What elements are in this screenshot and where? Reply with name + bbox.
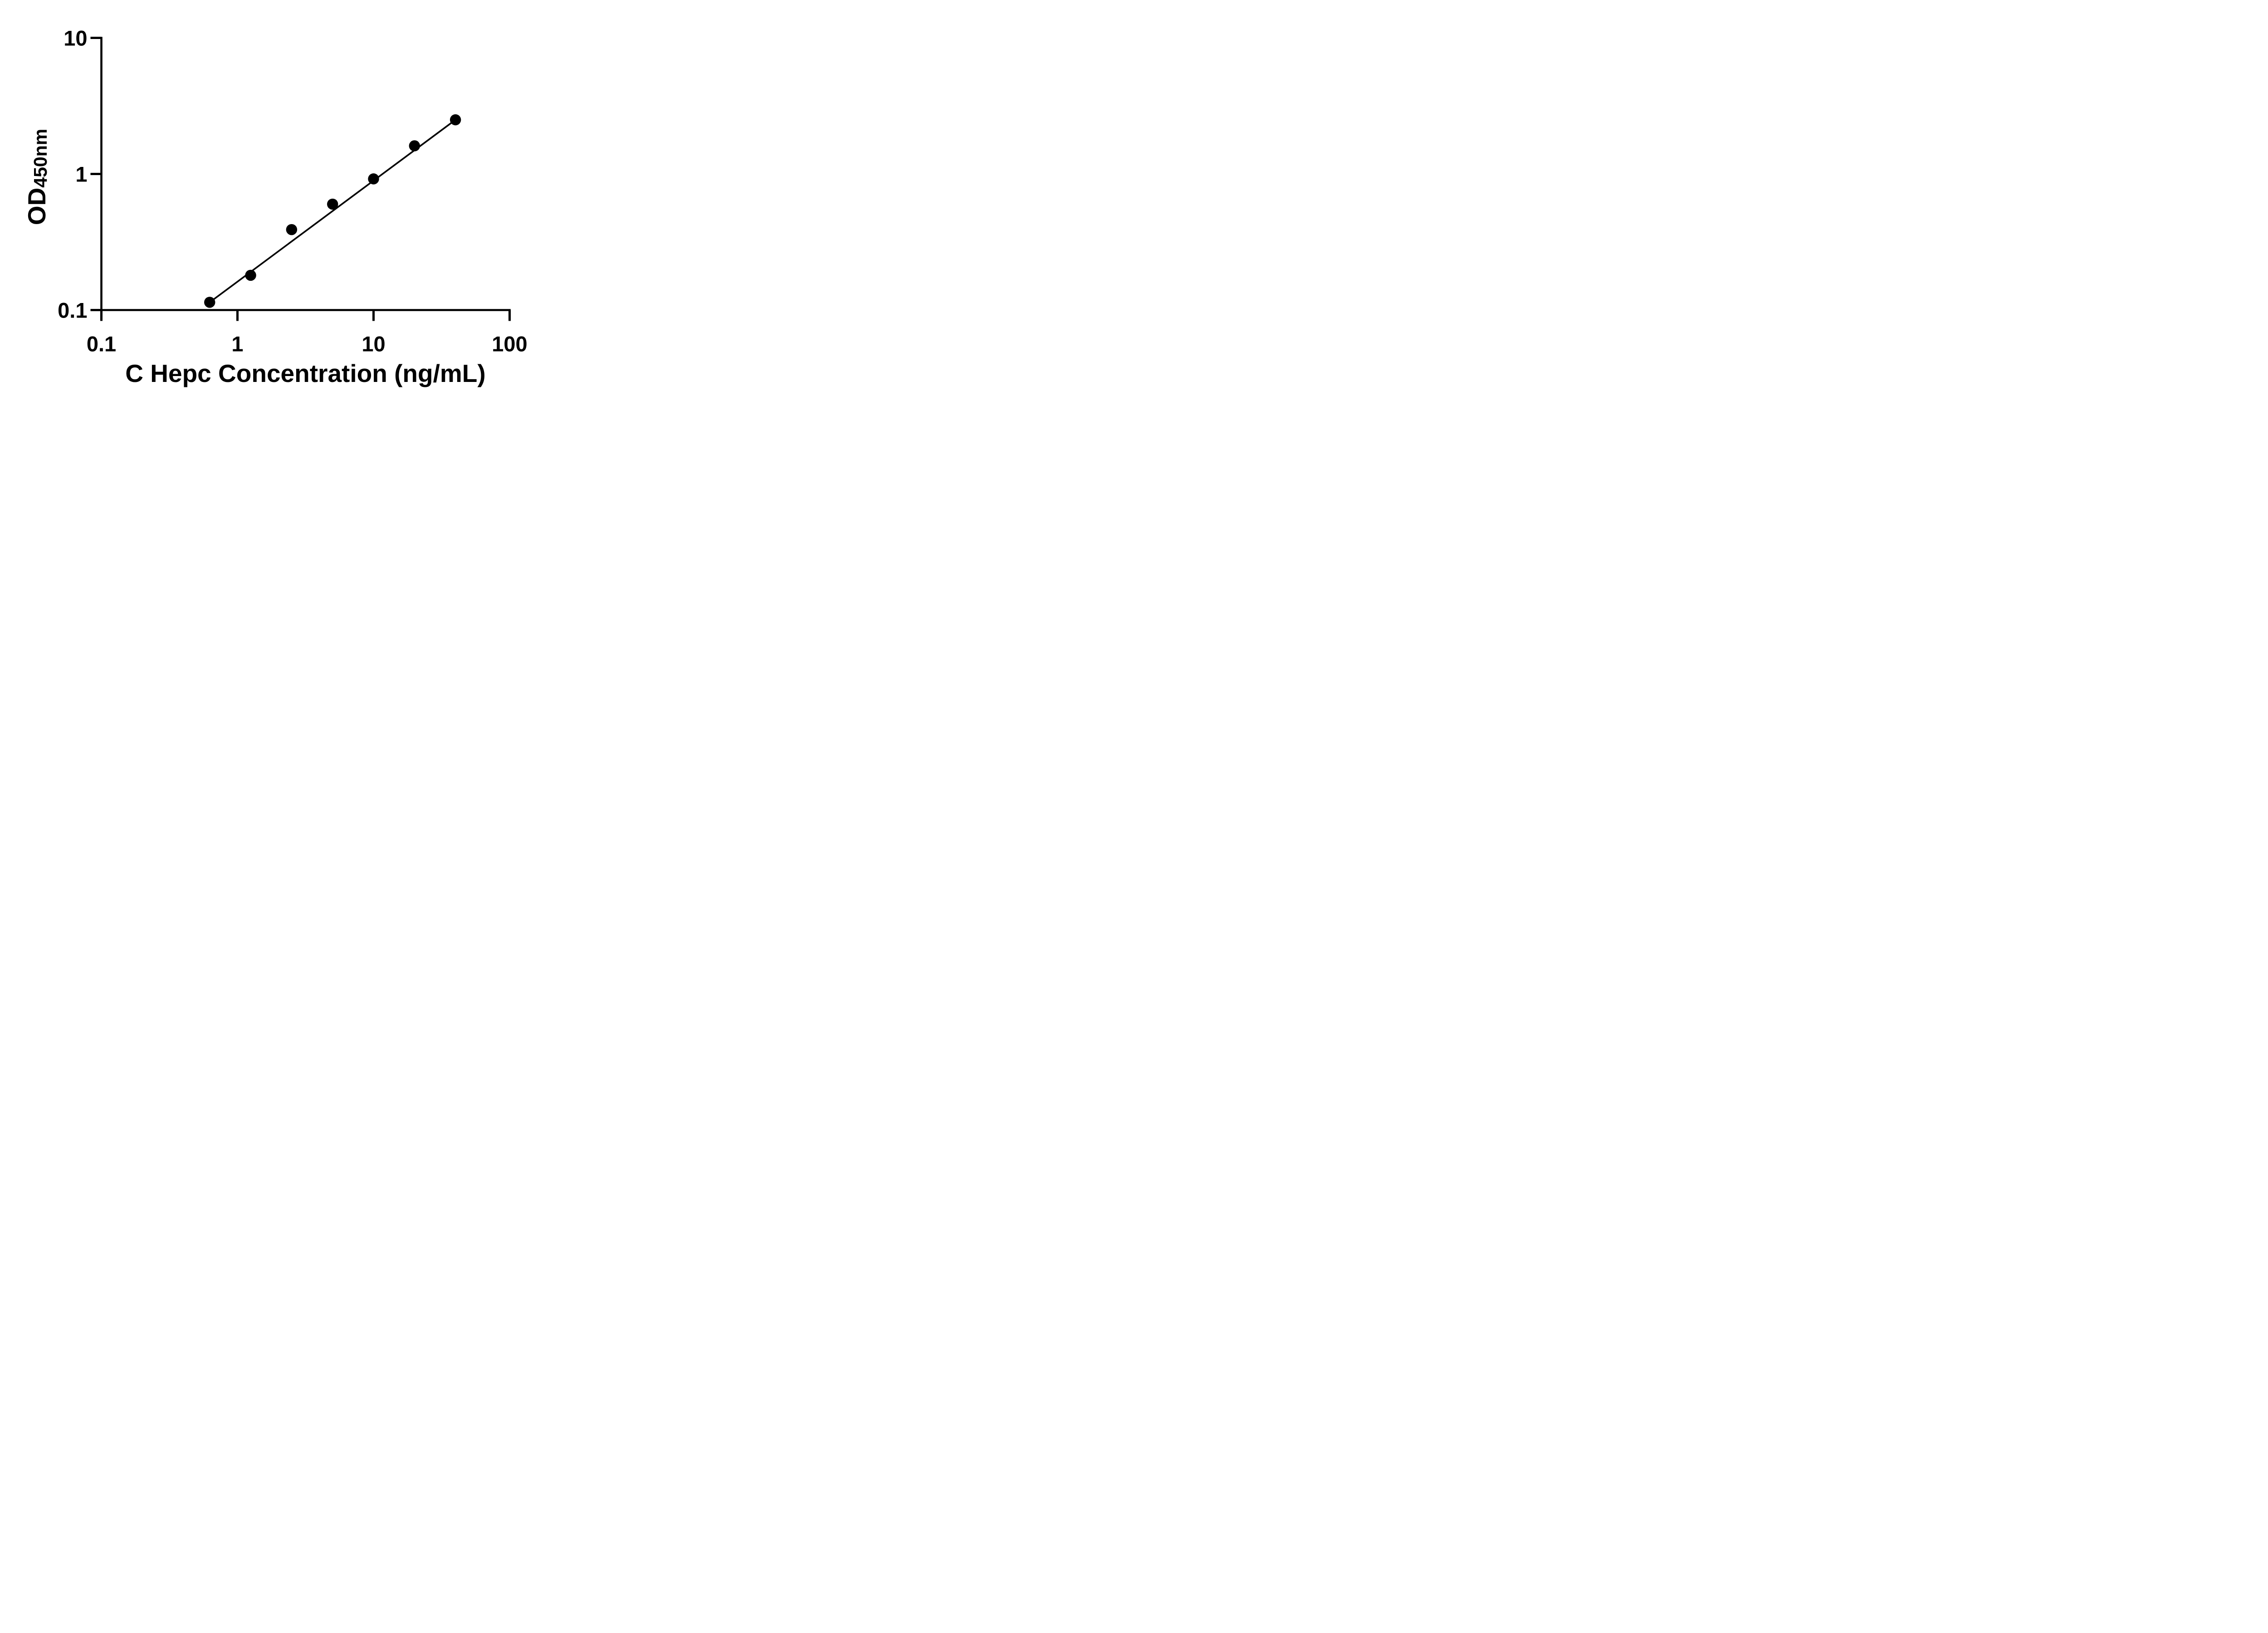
x-tick-label: 1 bbox=[231, 332, 243, 356]
standard-curve-chart: 0.1 1 10 100 0.1 1 10 C Hepc Concentration (ng… bbox=[23, 26, 528, 387]
y-tick-label: 1 bbox=[75, 162, 87, 186]
x-tick-label: 100 bbox=[492, 332, 527, 356]
plot-area: 0.1 1 10 100 0.1 1 10 bbox=[58, 26, 528, 356]
y-axis-title: OD450nm bbox=[23, 129, 51, 225]
y-tick-label: 10 bbox=[64, 26, 87, 50]
x-tick-label: 10 bbox=[362, 332, 385, 356]
data-point-marker bbox=[368, 173, 379, 185]
x-tick-label: 0.1 bbox=[87, 332, 116, 356]
data-point-marker bbox=[409, 140, 420, 152]
data-point-marker bbox=[450, 114, 461, 126]
y-tick-label: 0.1 bbox=[58, 298, 87, 322]
y-axis-title-main: OD bbox=[23, 188, 51, 225]
data-point-marker bbox=[204, 297, 215, 308]
y-axis-title-sub: 450nm bbox=[30, 129, 51, 188]
data-point-marker bbox=[327, 198, 338, 210]
x-axis-title: C Hepc Concentration (ng/mL) bbox=[125, 359, 485, 387]
data-point-marker bbox=[286, 224, 298, 235]
chart-figure: 0.1 1 10 100 0.1 1 10 C Hepc Concentration (ng… bbox=[0, 0, 572, 408]
data-point-marker bbox=[245, 269, 256, 281]
